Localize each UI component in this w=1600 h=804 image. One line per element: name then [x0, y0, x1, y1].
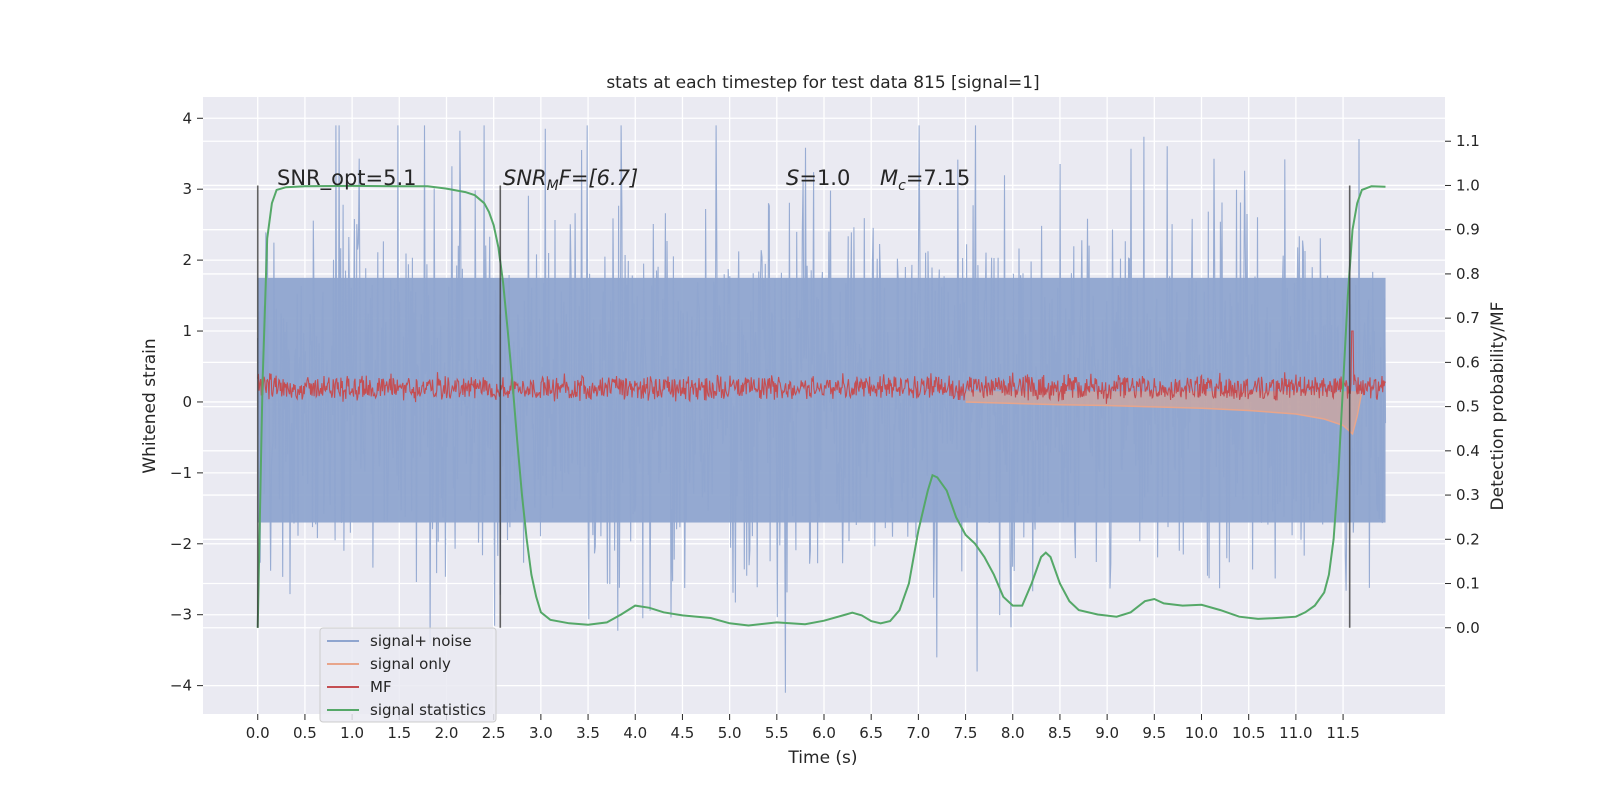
- x-tick-label: 7.5: [954, 724, 978, 742]
- x-tick-label: 1.5: [387, 724, 411, 742]
- y2-tick-label: 1.0: [1456, 176, 1480, 194]
- annotations: SNR_opt=5.1 SNRMF=[6.7] S=1.0 Mc=7.15: [277, 166, 970, 194]
- annotation-mc: Mc=7.15: [880, 166, 970, 194]
- y2-tick-label: 0.4: [1456, 442, 1480, 460]
- y2-tick-label: 0.6: [1456, 353, 1480, 371]
- y2-axis-label: Detection probability/MF: [1488, 302, 1508, 511]
- legend-label-signal-only: signal only: [370, 655, 451, 673]
- legend-label-mf: MF: [370, 678, 392, 696]
- x-tick-label: 5.0: [718, 724, 742, 742]
- x-tick-label: 8.5: [1048, 724, 1072, 742]
- y-tick-label: 0: [182, 393, 192, 411]
- x-tick-label: 5.5: [765, 724, 789, 742]
- y-tick-label: 1: [182, 322, 192, 340]
- annotation-s-val: =1.0: [799, 166, 850, 190]
- x-tick-label: 11.5: [1326, 724, 1359, 742]
- chart-title: stats at each timestep for test data 815…: [606, 73, 1039, 93]
- annotation-snr-mf-sub: M: [547, 178, 559, 194]
- x-tick-label: 3.0: [529, 724, 553, 742]
- tick-layer: −4 −3 −2 −1 0 1 2 3 4 0.0 0.1 0.2 0.3 0.4 0.5 0.6 0.7 0.8…: [170, 109, 1480, 742]
- y-tick-label: −1: [170, 464, 192, 482]
- x-tick-label: 6.5: [859, 724, 883, 742]
- x-tick-label: 0.5: [293, 724, 317, 742]
- x-axis-label: Time (s): [787, 748, 857, 768]
- vline-layer: [256, 185, 1351, 628]
- legend-label-signal-statistics: signal statistics: [370, 701, 486, 719]
- x-tick-label: 3.5: [576, 724, 600, 742]
- y2-tick-label: 1.1: [1456, 132, 1480, 150]
- mf-line: [257, 330, 1386, 404]
- y-axis-label: Whitened strain: [140, 338, 160, 473]
- x-tick-label: 11.0: [1279, 724, 1312, 742]
- annotation-s-sym: S: [786, 166, 799, 190]
- x-tick-label: 7.0: [906, 724, 930, 742]
- x-tick-label: 10.0: [1185, 724, 1218, 742]
- y-tick-label: −3: [170, 606, 192, 624]
- annotation-snr-mf: SNRMF=[6.7]: [503, 166, 638, 194]
- annotation-snr-mf-rest: F=[6.7]: [559, 166, 638, 190]
- signal-noise-line: [257, 125, 1387, 693]
- y-tick-label: 4: [182, 109, 192, 127]
- x-tick-label: 2.5: [482, 724, 506, 742]
- y-tick-label: −4: [170, 677, 192, 695]
- signal-only-line: [965, 391, 1363, 436]
- x-tick-label: 8.0: [1001, 724, 1025, 742]
- legend-label-signal-noise: signal+ noise: [370, 632, 472, 650]
- y2-tick-label: 0.7: [1456, 309, 1480, 327]
- x-tick-label: 4.5: [671, 724, 695, 742]
- annotation-mc-sym: M: [880, 166, 898, 190]
- y-tick-label: 3: [182, 180, 192, 198]
- annotation-mc-sub: c: [898, 178, 906, 194]
- legend-box: [319, 627, 497, 723]
- x-tick-label: 9.5: [1142, 724, 1166, 742]
- y2-tick-label: 0.8: [1456, 265, 1480, 283]
- annotation-mc-val: =7.15: [906, 166, 970, 190]
- series-layer: [256, 125, 1387, 693]
- y-tick-label: 2: [182, 251, 192, 269]
- signal-only-fill: [965, 391, 1362, 434]
- x-tick-label: 9.0: [1095, 724, 1119, 742]
- y2-tick-label: 0.5: [1456, 398, 1480, 416]
- y2-tick-label: 0.2: [1456, 530, 1480, 548]
- y2-tick-label: 0.1: [1456, 575, 1480, 593]
- signal-statistics-line: [256, 184, 1386, 628]
- y2-tick-label: 0.9: [1456, 221, 1480, 239]
- y-tick-label: −2: [170, 535, 192, 553]
- x-tick-label: 6.0: [812, 724, 836, 742]
- x-tick-label: 1.0: [340, 724, 364, 742]
- y2-tick-label: 0.0: [1456, 619, 1480, 637]
- legend: signal+ noise signal only MF signal stat…: [319, 627, 497, 723]
- annotation-snr-opt: SNR_opt=5.1: [277, 166, 417, 191]
- x-tick-label: 10.5: [1232, 724, 1265, 742]
- x-tick-label: 2.0: [435, 724, 459, 742]
- annotation-snr-mf-base: SNR: [503, 166, 547, 190]
- x-tick-label: 0.0: [246, 724, 270, 742]
- annotation-s: S=1.0: [786, 166, 850, 190]
- x-tick-label: 4.0: [623, 724, 647, 742]
- y2-tick-label: 0.3: [1456, 486, 1480, 504]
